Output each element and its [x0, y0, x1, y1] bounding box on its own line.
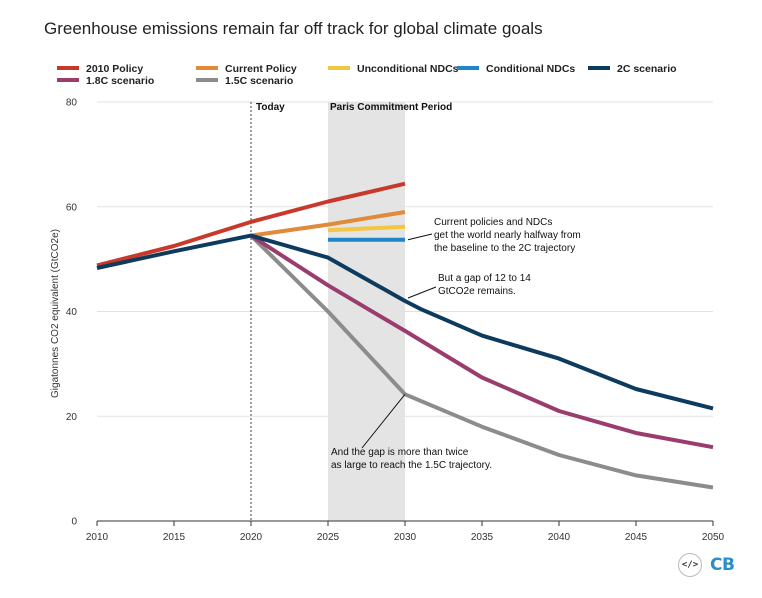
y-tick-label: 60 — [66, 202, 78, 213]
legend: 2010 Policy Current Policy Unconditional N… — [57, 63, 677, 87]
x-tick-label: 2045 — [625, 532, 648, 543]
series-line-unconditional-ndcs — [327, 224, 406, 233]
annotations: Current policies and NDCs get the world n… — [331, 217, 581, 471]
y-tick-label: 40 — [66, 307, 78, 318]
legend-swatch — [57, 66, 79, 70]
annotation-text: as large to reach the 1.5C trajectory. — [331, 460, 492, 471]
annotation-text: But a gap of 12 to 14 — [438, 273, 531, 284]
annotation-text: GtCO2e remains. — [438, 286, 516, 297]
annotation-text: get the world nearly halfway from — [434, 230, 581, 241]
legend-swatch — [57, 78, 79, 82]
x-tick-label: 2025 — [317, 532, 340, 543]
x-tick-label: 2035 — [471, 532, 494, 543]
footer-logos: </> CB — [678, 553, 735, 577]
series-lines — [96, 181, 714, 490]
legend-label: Current Policy — [225, 63, 297, 75]
x-tick-label: 2040 — [548, 532, 571, 543]
legend-label: 1.5C scenario — [225, 75, 293, 87]
annotation-leader — [361, 393, 406, 449]
paris-period-label: Paris Commitment Period — [330, 102, 452, 113]
series-line-current-policy — [250, 210, 406, 238]
legend-label: 1.8C scenario — [86, 75, 154, 87]
y-tick-label: 20 — [66, 412, 78, 423]
x-tick-label: 2050 — [702, 532, 725, 543]
annotation-text: the baseline to the 2C trajectory — [434, 243, 575, 254]
legend-swatch — [196, 78, 218, 82]
y-axis-title: Gigatonnes CO2 equivalent (GtCO2e) — [50, 229, 61, 398]
series-line-2010-policy — [96, 181, 406, 268]
legend-swatch — [457, 66, 479, 70]
series-line-1-5c-scenario — [249, 234, 714, 490]
x-tick-label: 2030 — [394, 532, 417, 543]
x-tick-label: 2010 — [86, 532, 109, 543]
gridlines: 0 20 40 60 80 — [66, 98, 713, 528]
annotation-text: Current policies and NDCs — [434, 217, 552, 228]
annotation-text: And the gap is more than twice — [331, 447, 469, 458]
carbon-brief-logo: CB — [710, 555, 735, 575]
annotation-leader — [407, 233, 433, 241]
embed-code-icon[interactable]: </> — [678, 553, 702, 577]
today-label: Today — [256, 102, 285, 113]
x-tick-label: 2020 — [240, 532, 263, 543]
legend-label: Conditional NDCs — [486, 63, 575, 75]
legend-swatch — [196, 66, 218, 70]
x-tick-label: 2015 — [163, 532, 186, 543]
legend-label: 2010 Policy — [86, 63, 143, 75]
axes: 2010 2015 2020 2025 2030 2035 2040 2045 2050Giga… — [50, 102, 725, 543]
y-tick-label: 80 — [66, 98, 78, 109]
legend-swatch — [588, 66, 610, 70]
legend-label: 2C scenario — [617, 63, 677, 75]
legend-label: Unconditional NDCs — [357, 63, 459, 75]
chart-title: Greenhouse emissions remain far off trac… — [44, 19, 543, 38]
legend-swatch — [328, 66, 350, 70]
annotation-leader — [407, 286, 437, 299]
series-line-1-8c-scenario — [249, 233, 714, 450]
series-line-2c-scenario — [96, 233, 714, 411]
y-tick-label: 0 — [71, 517, 77, 528]
